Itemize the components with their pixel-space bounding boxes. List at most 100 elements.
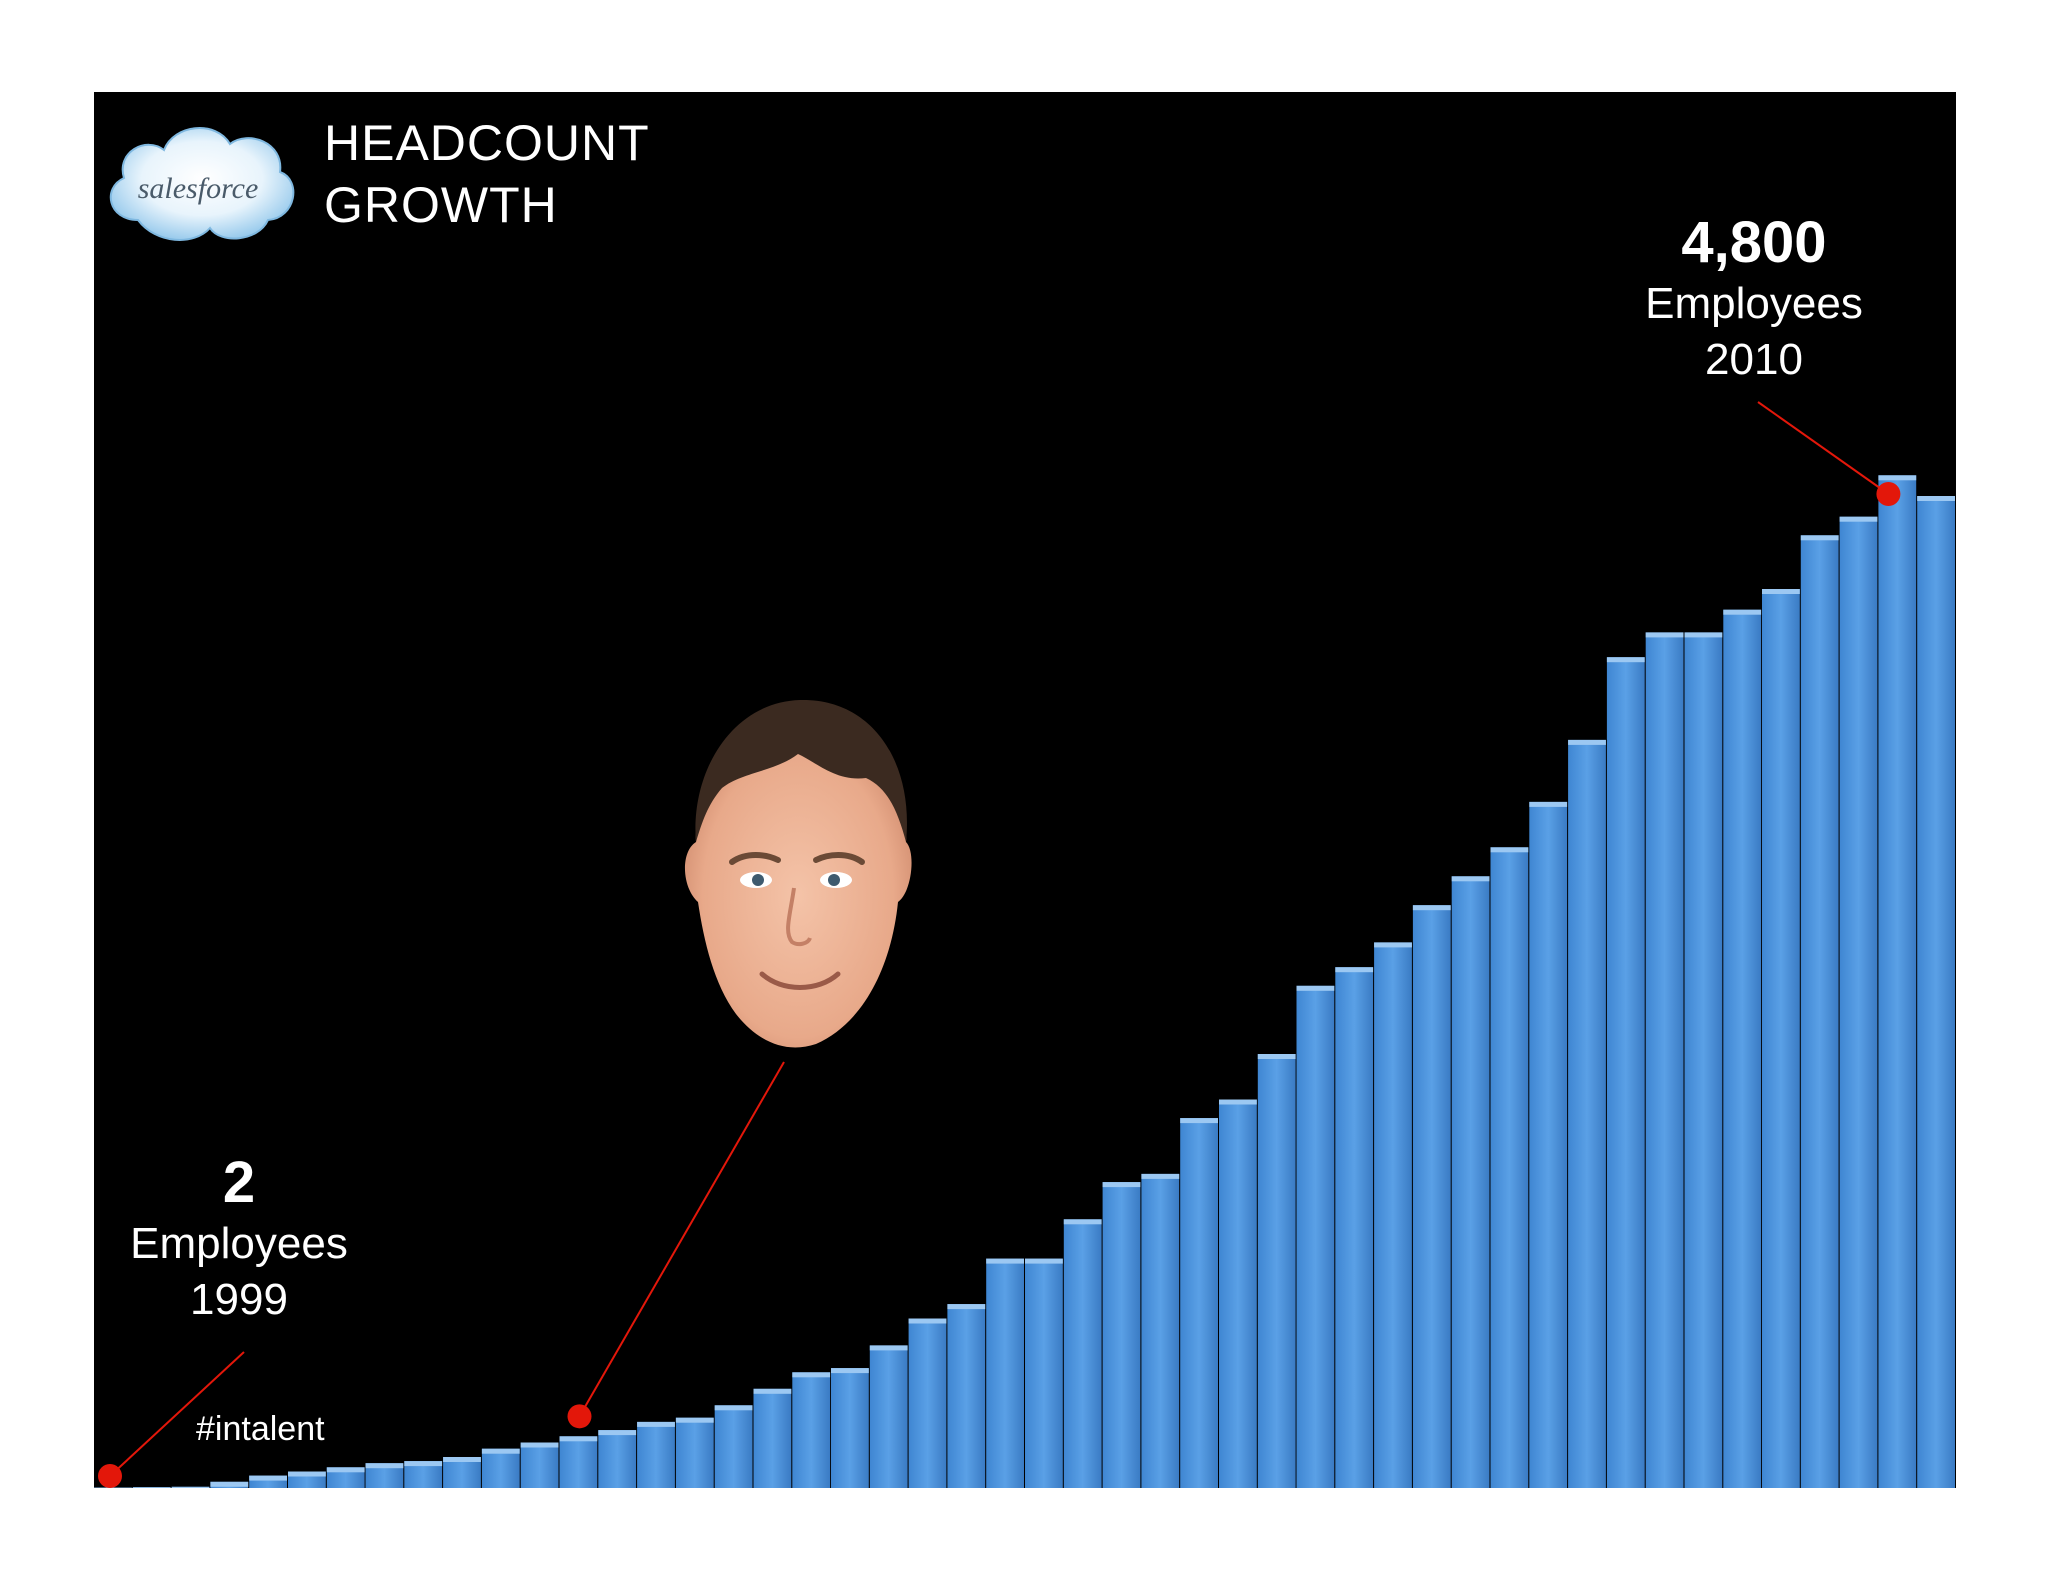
bar-top-highlight — [132, 1487, 171, 1488]
bar-top-highlight — [753, 1388, 792, 1394]
bar — [753, 1388, 792, 1488]
bar — [443, 1457, 481, 1488]
bar-top-highlight — [1878, 475, 1917, 481]
end-callout: 4,800 Employees 2010 — [1624, 210, 1884, 388]
bar-top-highlight — [1102, 1182, 1141, 1188]
bar-series — [94, 475, 1955, 1488]
bar-top-highlight — [1762, 589, 1800, 594]
end-count: 4,800 — [1681, 210, 1827, 275]
bar — [1606, 657, 1645, 1488]
bar-top-highlight — [1412, 905, 1451, 911]
start-year: 1999 — [190, 1275, 288, 1324]
bar — [831, 1368, 869, 1488]
bar-top-highlight — [520, 1442, 559, 1448]
bar — [559, 1436, 598, 1488]
bar — [1141, 1173, 1180, 1488]
bar-top-highlight — [171, 1486, 210, 1488]
bar-top-highlight — [831, 1368, 869, 1374]
end-callout-leader-line — [1757, 401, 1889, 495]
bar — [1723, 609, 1762, 1488]
hashtag-label: #intalent — [196, 1410, 325, 1448]
title-line-1: HEADCOUNT — [324, 115, 650, 171]
bar — [1878, 475, 1917, 1488]
bar — [1762, 589, 1800, 1488]
end-label: Employees — [1645, 279, 1863, 328]
bar-top-highlight — [1645, 632, 1684, 638]
bar — [481, 1448, 520, 1488]
bar-top-highlight — [598, 1430, 637, 1436]
cloud-icon — [109, 127, 295, 241]
bar-top-highlight — [1219, 1099, 1257, 1105]
bar-top-highlight — [1684, 632, 1723, 638]
bar — [1684, 632, 1723, 1488]
bar — [986, 1258, 1024, 1488]
headcount-bar-chart — [94, 401, 1955, 1488]
bar-top-highlight — [1141, 1173, 1180, 1179]
bar — [1451, 876, 1490, 1488]
bar — [1102, 1182, 1141, 1488]
bar-top-highlight — [1529, 801, 1568, 807]
bar-top-highlight — [210, 1481, 249, 1487]
end-year: 2010 — [1705, 335, 1803, 384]
bar-top-highlight — [869, 1345, 908, 1351]
salesforce-logo: salesforce — [109, 127, 295, 241]
start-count: 2 — [222, 1150, 256, 1215]
bar-top-highlight — [288, 1471, 326, 1477]
bar-top-highlight — [986, 1258, 1024, 1264]
bar-top-highlight — [1180, 1118, 1218, 1124]
bar — [1917, 496, 1955, 1488]
bar-top-highlight — [908, 1318, 947, 1324]
bar — [520, 1442, 559, 1488]
title-line-2: GROWTH — [324, 177, 558, 233]
bar-top-highlight — [1451, 876, 1490, 882]
start-label: Employees — [130, 1219, 348, 1268]
bar-top-highlight — [1296, 985, 1335, 991]
face-callout-leader-line — [578, 1061, 785, 1417]
bar — [1374, 942, 1412, 1488]
bar-top-highlight — [559, 1436, 598, 1442]
bar — [675, 1417, 714, 1488]
bar — [714, 1405, 753, 1488]
bar-top-highlight — [404, 1461, 443, 1467]
bar-top-highlight — [1839, 516, 1878, 522]
bar — [792, 1372, 831, 1488]
bar — [1839, 516, 1878, 1488]
bar-top-highlight — [1490, 847, 1529, 853]
bar-top-highlight — [637, 1421, 675, 1427]
bar — [1180, 1118, 1218, 1488]
bar — [1529, 801, 1568, 1488]
bar-top-highlight — [1063, 1219, 1102, 1225]
bar-top-highlight — [1374, 942, 1412, 948]
bar — [869, 1345, 908, 1488]
bar-top-highlight — [1335, 967, 1374, 973]
bar-top-highlight — [1025, 1258, 1063, 1264]
bar — [1219, 1099, 1257, 1488]
slide: salesforce HEADCOUNT GROWTH 4,800 Employ… — [94, 92, 1956, 1488]
bar-top-highlight — [1606, 657, 1645, 663]
start-callout-leader-line — [109, 1351, 245, 1477]
bar-top-highlight — [365, 1463, 404, 1469]
page-title: HEADCOUNT GROWTH — [324, 112, 650, 236]
bar — [1296, 985, 1335, 1488]
bar — [1025, 1258, 1063, 1488]
logo-wordmark: salesforce — [138, 172, 259, 205]
bar-top-highlight — [947, 1304, 986, 1310]
bar-top-highlight — [481, 1448, 520, 1454]
bar — [1412, 905, 1451, 1488]
person-face-photo — [684, 699, 912, 1048]
bar-top-highlight — [249, 1475, 287, 1481]
bar-top-highlight — [714, 1405, 753, 1411]
bar-top-highlight — [1568, 739, 1606, 745]
bar — [1063, 1219, 1102, 1488]
start-callout: 2 Employees 1999 — [114, 1150, 364, 1328]
bar-top-highlight — [326, 1467, 365, 1473]
bar — [1645, 632, 1684, 1488]
bar-top-highlight — [1800, 535, 1839, 541]
bar-top-highlight — [1257, 1054, 1296, 1059]
bar-top-highlight — [675, 1417, 714, 1423]
bar — [1335, 967, 1374, 1488]
face-marker — [567, 1404, 592, 1429]
end-marker — [1876, 482, 1901, 506]
bar — [908, 1318, 947, 1488]
bar — [1490, 847, 1529, 1488]
